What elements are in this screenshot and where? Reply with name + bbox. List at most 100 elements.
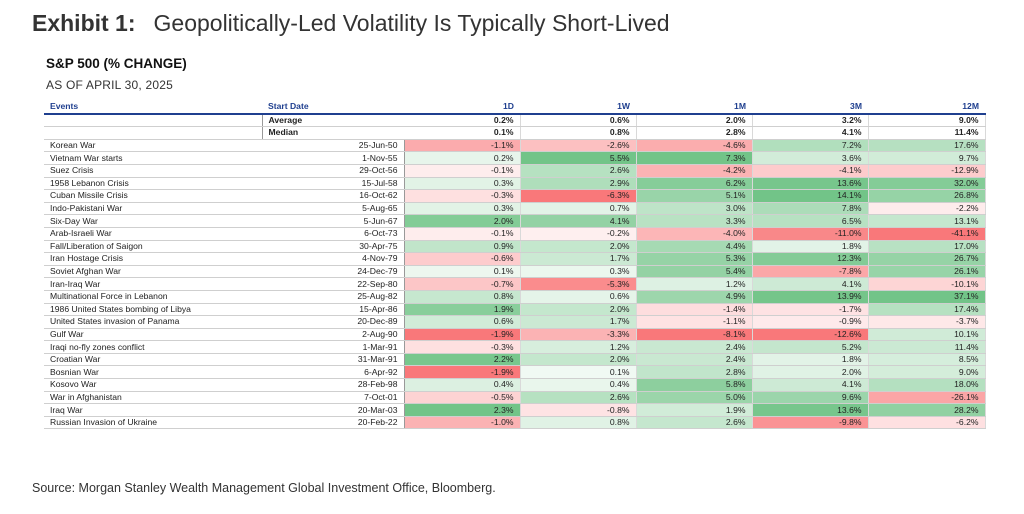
value-cell: 11.4% [868,340,986,354]
value-cell: 2.0% [752,365,869,380]
start-date: 25-Jun-50 [262,139,405,153]
value-cell: 26.7% [868,252,986,266]
value-cell: 1.7% [520,252,637,266]
value-cell: 4.1% [520,214,637,228]
value-cell: -4.6% [636,139,753,153]
table-row: Kosovo War 28-Feb-98 0.4% 0.4% 5.8% 4.1% 18.0% [44,378,986,392]
event-name: Iraqi no-fly zones conflict [44,340,262,354]
value-cell: 2.2% [404,353,521,367]
value-cell: 2.4% [636,340,753,354]
start-date: 5-Jun-67 [262,214,405,228]
value-cell: 18.0% [868,378,986,392]
summary-value: 3.2% [752,113,869,128]
col-header-3m: 3M [752,101,868,115]
value-cell: -2.6% [520,139,637,153]
value-cell: 2.0% [520,303,637,317]
exhibit-title: Exhibit 1: Geopolitically-Led Volatility … [32,8,670,38]
start-date: 25-Aug-82 [262,290,405,304]
value-cell: 13.6% [752,403,869,417]
value-cell: 1.9% [404,303,521,317]
value-cell: 14.1% [752,189,869,203]
table-row: Gulf War 2-Aug-90 -1.9% -3.3% -8.1% -12.6% 10.… [44,328,986,342]
value-cell: 2.6% [636,416,753,430]
value-cell: 0.2% [404,151,521,165]
header-row: Events Start Date 1D 1W 1M 3M 12M [44,101,985,115]
event-name: Croatian War [44,353,262,367]
value-cell: -0.2% [520,227,637,241]
value-cell: 9.7% [868,151,986,165]
start-date: 1-Nov-55 [262,151,405,165]
value-cell: 1.9% [636,403,753,417]
value-cell: 5.3% [636,252,753,266]
value-cell: -0.6% [404,252,521,266]
value-cell: -9.8% [752,416,869,430]
value-cell: 4.4% [636,240,753,254]
value-cell: -1.7% [752,303,869,317]
value-cell: 0.1% [404,265,521,279]
value-cell: -7.8% [752,265,869,279]
start-date: 7-Oct-01 [262,391,405,405]
value-cell: 0.4% [520,378,637,392]
table-row: Iran Hostage Crisis 4-Nov-79 -0.6% 1.7% 5.3%… [44,252,986,266]
value-cell: -0.8% [520,403,637,417]
value-cell: 0.7% [520,202,637,216]
event-name: United States invasion of Panama [44,315,262,329]
event-name: Bosnian War [44,365,262,380]
event-name: Gulf War [44,328,262,342]
event-name: Six-Day War [44,214,262,228]
value-cell: 13.1% [868,214,986,228]
table-row: Multinational Force in Lebanon 25-Aug-82 0… [44,290,986,304]
event-name: Fall/Liberation of Saigon [44,240,262,254]
value-cell: -6.2% [868,416,986,430]
value-cell: -0.3% [404,189,521,203]
value-cell: 10.1% [868,328,986,342]
value-cell: 0.8% [404,290,521,304]
start-date: 28-Feb-98 [262,378,405,392]
value-cell: -12.9% [868,164,986,178]
start-date: 4-Nov-79 [262,252,405,266]
value-cell: -3.3% [520,328,637,342]
col-header-events: Events [44,101,262,115]
value-cell: -1.0% [404,416,521,430]
value-cell: 0.6% [404,315,521,329]
summary-value: 2.0% [636,113,753,128]
value-cell: 5.4% [636,265,753,279]
value-cell: 0.6% [520,290,637,304]
col-header-12m: 12M [868,101,985,115]
event-name: Iran Hostage Crisis [44,252,262,266]
start-date: 20-Dec-89 [262,315,405,329]
table-row: Korean War 25-Jun-50 -1.1% -2.6% -4.6% 7.2% 17… [44,139,986,153]
start-date: 16-Oct-62 [262,189,405,203]
table-row: Iraq War 20-Mar-03 2.3% -0.8% 1.9% 13.6% 28.2% [44,403,986,417]
summary-value: 0.2% [404,113,521,128]
summary-spacer [44,113,262,128]
table-row: Fall/Liberation of Saigon 30-Apr-75 0.9% 2.… [44,240,986,254]
table-row: Iraqi no-fly zones conflict 1-Mar-91 -0.3%… [44,340,986,354]
value-cell: 5.2% [752,340,869,354]
event-name: Iran-Iraq War [44,277,262,291]
value-cell: 7.8% [752,202,869,216]
value-cell: 0.3% [520,265,637,279]
summary-value: 0.6% [520,113,637,128]
value-cell: -0.9% [752,315,869,329]
start-date: 20-Feb-22 [262,416,405,430]
event-name: Suez Crisis [44,164,262,178]
value-cell: -2.2% [868,202,986,216]
value-cell: -41.1% [868,227,986,241]
start-date: 20-Mar-03 [262,403,405,417]
value-cell: -0.1% [404,164,521,178]
value-cell: 1.8% [752,353,869,367]
value-cell: 17.4% [868,303,986,317]
value-cell: 3.3% [636,214,753,228]
start-date: 29-Oct-56 [262,164,405,178]
value-cell: -1.9% [404,365,521,380]
value-cell: 17.0% [868,240,986,254]
event-name: Korean War [44,139,262,153]
start-date: 6-Oct-73 [262,227,405,241]
value-cell: 37.1% [868,290,986,304]
value-cell: 2.6% [520,164,637,178]
as-of-date: AS OF APRIL 30, 2025 [46,78,173,92]
value-cell: 1.8% [752,240,869,254]
summary-row-median: Median 0.1% 0.8% 2.8% 4.1% 11.4% [44,126,986,140]
value-cell: 4.1% [752,378,869,392]
